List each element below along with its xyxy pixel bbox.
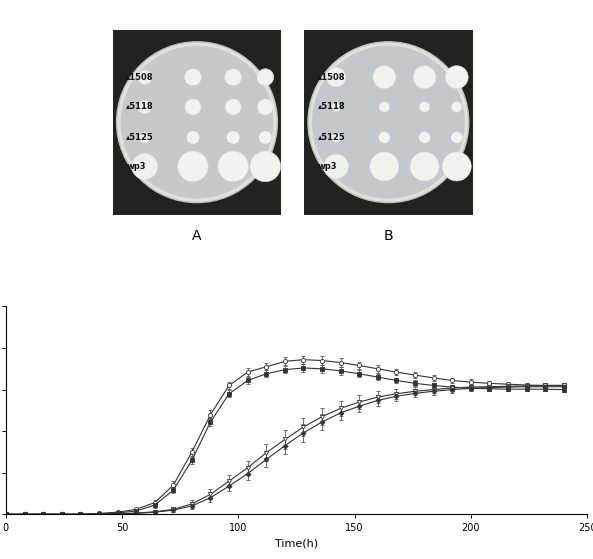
Text: wp3: wp3 xyxy=(318,162,337,171)
Text: ▴5118: ▴5118 xyxy=(126,102,154,111)
Circle shape xyxy=(326,68,346,87)
Text: A: A xyxy=(192,229,202,243)
Circle shape xyxy=(218,151,248,182)
Text: ▴5125: ▴5125 xyxy=(318,133,345,142)
Circle shape xyxy=(120,46,273,198)
Text: ▴1508: ▴1508 xyxy=(318,73,345,82)
Circle shape xyxy=(186,131,199,144)
Circle shape xyxy=(370,152,399,181)
Circle shape xyxy=(250,151,280,182)
Circle shape xyxy=(139,132,150,143)
Circle shape xyxy=(308,42,468,202)
Circle shape xyxy=(225,99,241,115)
Circle shape xyxy=(373,66,396,89)
Circle shape xyxy=(451,132,463,143)
Circle shape xyxy=(379,102,390,112)
FancyBboxPatch shape xyxy=(304,30,473,215)
Circle shape xyxy=(184,69,202,86)
Circle shape xyxy=(138,70,152,84)
Circle shape xyxy=(257,99,273,115)
Text: ▴5118: ▴5118 xyxy=(318,102,345,111)
Circle shape xyxy=(331,102,340,111)
Circle shape xyxy=(259,131,272,144)
Circle shape xyxy=(331,132,341,143)
Text: B: B xyxy=(384,229,393,243)
Circle shape xyxy=(378,132,390,143)
Circle shape xyxy=(225,69,241,86)
Circle shape xyxy=(324,154,349,179)
Circle shape xyxy=(419,102,430,112)
Circle shape xyxy=(445,66,468,89)
Circle shape xyxy=(442,152,471,181)
Text: wp3: wp3 xyxy=(126,162,146,171)
X-axis label: Time(h): Time(h) xyxy=(275,539,318,549)
Circle shape xyxy=(185,99,201,115)
Text: ▴1508: ▴1508 xyxy=(126,73,154,82)
Text: ▴5125: ▴5125 xyxy=(126,133,154,142)
FancyBboxPatch shape xyxy=(113,30,282,215)
Circle shape xyxy=(410,152,439,181)
Circle shape xyxy=(257,69,274,86)
Circle shape xyxy=(413,66,436,89)
Circle shape xyxy=(227,131,240,144)
Circle shape xyxy=(419,132,431,143)
Circle shape xyxy=(312,46,465,198)
Circle shape xyxy=(132,153,158,179)
Circle shape xyxy=(138,100,152,113)
Circle shape xyxy=(178,151,208,182)
Circle shape xyxy=(117,42,278,202)
Circle shape xyxy=(451,102,462,112)
